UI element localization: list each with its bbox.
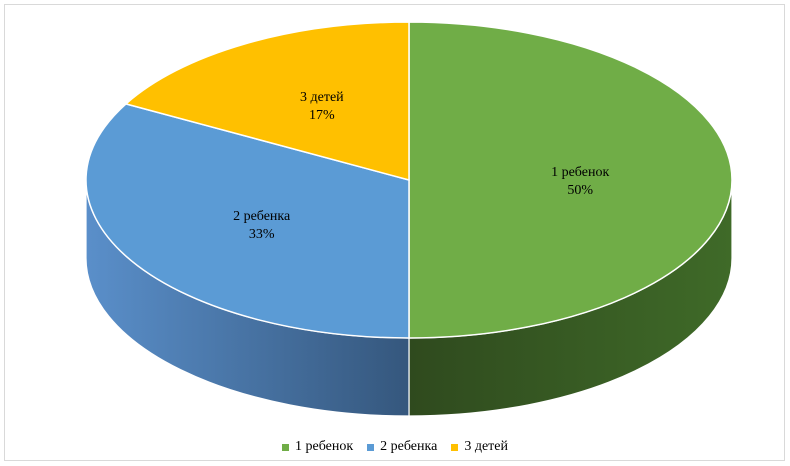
legend-item-2: 2 ребенка bbox=[367, 439, 437, 455]
slice-label-value-3: 17% bbox=[309, 108, 335, 123]
pie-labels: 1 ребенок 50% 2 ребенка 33% 3 детей 17% bbox=[233, 90, 609, 242]
slice-label-name-1: 1 ребенок bbox=[551, 165, 609, 180]
legend-swatch-3 bbox=[451, 443, 459, 451]
legend-item-1: 1 ребенок bbox=[281, 439, 354, 455]
legend-swatch-1 bbox=[281, 443, 289, 451]
legend-item-3: 3 детей bbox=[451, 439, 508, 455]
slice-label-name-2: 2 ребенка bbox=[233, 209, 291, 224]
legend: 1 ребенок 2 ребенка 3 детей bbox=[0, 437, 790, 457]
pie-slice-2 bbox=[85, 103, 410, 339]
legend-label-2: 2 ребенка bbox=[380, 439, 438, 454]
slice-label-value-1: 50% bbox=[567, 183, 593, 198]
legend-label-1: 1 ребенок bbox=[294, 439, 354, 454]
slice-label-name-3: 3 детей bbox=[300, 90, 344, 105]
slice-label-value-2: 33% bbox=[249, 227, 275, 242]
pie-slice-3 bbox=[124, 21, 410, 181]
legend-swatch-2 bbox=[367, 443, 375, 451]
legend-label-3: 3 детей bbox=[464, 439, 508, 454]
pie-slice-1 bbox=[408, 21, 733, 339]
pie-tops bbox=[85, 21, 733, 339]
